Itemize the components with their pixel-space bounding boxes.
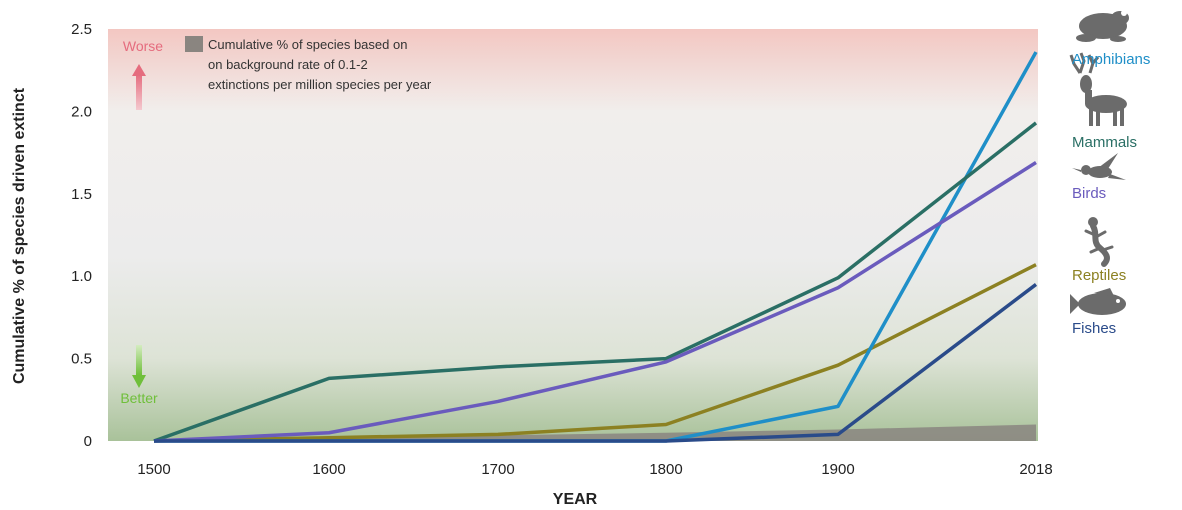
background-band-label-line-3: extinctions per million species per year [208, 77, 432, 92]
background-band-swatch [185, 36, 203, 52]
y-axis-title: Cumulative % of species driven extinct [11, 87, 28, 384]
fish-icon [1070, 288, 1126, 315]
x-tick-label: 1900 [821, 461, 854, 478]
series-label-birds: Birds [1072, 185, 1106, 202]
y-tick-label: 0 [84, 433, 92, 450]
y-tick-label: 2.0 [71, 103, 92, 120]
background-band-label-line-1: Cumulative % of species based on [208, 37, 407, 52]
x-tick-label: 1600 [312, 461, 345, 478]
frog-icon [1076, 10, 1129, 42]
background-band-label-line-2: on background rate of 0.1-2 [208, 57, 368, 72]
y-tick-label: 0.5 [71, 351, 92, 368]
y-tick-label: 1.0 [71, 268, 92, 285]
series-label-mammals: Mammals [1072, 134, 1137, 151]
x-tick-label: 1500 [137, 461, 170, 478]
deer-icon [1069, 52, 1127, 126]
series-line-birds [153, 161, 1037, 443]
x-axis-title: YEAR [553, 491, 598, 508]
series-line-mammals [153, 121, 1038, 443]
series-label-reptiles: Reptiles [1072, 267, 1126, 284]
plot-background [108, 29, 1038, 441]
y-tick-label: 1.5 [71, 186, 92, 203]
x-tick-label: 2018 [1019, 461, 1052, 478]
x-tick-label: 1800 [649, 461, 682, 478]
better-arrow-icon [132, 345, 146, 388]
lizard-icon [1084, 217, 1114, 267]
bird-icon [1072, 153, 1126, 180]
y-tick-label: 2.5 [71, 21, 92, 38]
better-label: Better [120, 390, 158, 406]
series-line-fishes [154, 283, 1038, 443]
worse-arrow-icon [132, 64, 146, 110]
worse-label: Worse [123, 38, 163, 54]
series-label-amphibians: Amphibians [1072, 51, 1150, 68]
x-tick-label: 1700 [481, 461, 514, 478]
series-label-fishes: Fishes [1072, 320, 1116, 337]
